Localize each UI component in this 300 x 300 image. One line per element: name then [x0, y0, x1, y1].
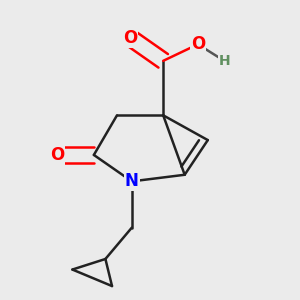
- Text: O: O: [191, 35, 205, 53]
- Text: O: O: [123, 29, 137, 47]
- Text: H: H: [218, 54, 230, 68]
- Text: O: O: [50, 146, 65, 164]
- Text: N: N: [125, 172, 139, 190]
